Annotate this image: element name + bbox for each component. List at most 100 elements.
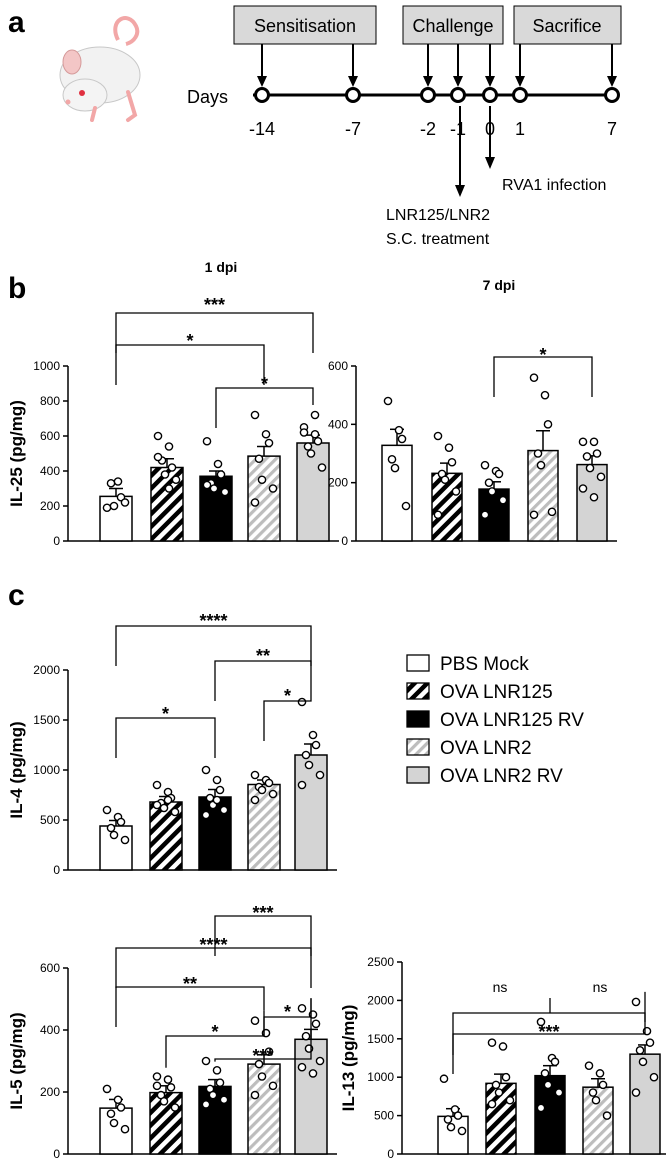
data-point [201,1056,211,1066]
data-point [498,495,508,505]
data-point [631,997,641,1007]
y-tick-label: 1500 [367,1032,394,1046]
data-point [109,501,119,511]
data-point [301,750,311,760]
data-point [264,778,274,788]
data-point [264,438,274,448]
phase-label-challenge: Challenge [412,16,493,36]
ns-bracket [452,1012,646,1055]
panel-a-label: a [8,6,25,39]
chart-il25-7dpi: 7 dpi 0 200 400 600 * [328,277,617,548]
data-point [543,420,553,429]
data-point [106,478,116,488]
data-point [152,800,162,810]
data-point [215,1078,225,1087]
data-point [585,463,595,473]
timeline-day-marker [345,87,361,103]
y-tick-label: 400 [40,1023,60,1037]
data-point [635,1046,645,1055]
data-point [443,1115,453,1124]
data-point [220,487,230,497]
data-point [308,1069,318,1078]
bar [629,1053,661,1155]
data-point [163,795,173,805]
timeline-day-label: 7 [607,119,617,139]
y-tick-label: 1000 [33,359,60,373]
significance-bracket [165,1010,265,1068]
data-point [487,1038,497,1047]
data-point [297,697,307,707]
chart-title: 7 dpi [483,277,516,293]
data-point [219,805,229,815]
data-point [589,492,599,502]
data-point [257,1072,267,1081]
data-point [540,1069,550,1078]
data-point [494,1088,504,1097]
y-tick-label: 0 [387,1147,394,1161]
data-point [216,470,226,479]
data-point [152,780,162,790]
data-point [491,1080,501,1090]
data-point [631,1088,641,1097]
y-tick-label: 1500 [33,713,60,727]
data-point [164,442,174,451]
y-tick-label: 0 [53,1147,60,1161]
legend: PBS Mock OVA LNR125 OVA LNR125 RV OVA LNR2 O… [406,654,584,787]
data-point [268,1081,278,1091]
chart-title: 1 dpi [205,259,238,275]
phase-box-sensitisation: Sensitisation [233,5,377,45]
data-point [529,510,539,520]
data-point [201,1100,211,1109]
timeline-day-label: -7 [345,119,361,139]
data-point [447,457,457,467]
data-point [209,484,219,493]
data-point [550,1057,560,1067]
y-axis-label: IL-25 (pg/mg) [7,400,26,507]
data-point [591,1095,601,1105]
data-point [588,1088,598,1097]
ns-label: ns [593,979,608,995]
data-point [498,1042,508,1051]
legend-entry: OVA LNR125 [440,682,553,703]
treatment-arrow-head [455,185,465,197]
significance-label: ** [256,646,270,666]
data-point [311,740,321,750]
data-point [215,785,225,795]
data-point [153,452,163,462]
data-point [595,1069,605,1078]
significance-label: * [211,1022,218,1042]
data-point [451,487,461,496]
data-point [301,1031,311,1041]
legend-swatch [406,682,430,700]
data-point [163,1075,173,1084]
data-point [394,425,404,435]
data-point [261,429,271,439]
data-point [202,480,212,490]
infection-note: RVA1 infection [502,177,606,194]
data-point [268,484,278,493]
significance-label: **** [199,935,227,955]
timeline-arrow-head [423,76,433,87]
legend-entry: OVA LNR2 RV [440,766,563,787]
data-point [159,803,169,813]
data-point [254,1059,264,1069]
significance-label: *** [252,903,273,923]
legend-swatch [406,654,430,672]
data-point [153,431,163,441]
data-point [268,789,278,799]
legend-swatch [406,710,430,728]
data-point [120,498,130,507]
significance-bracket [115,947,312,988]
data-point [160,470,170,479]
data-point [152,1081,162,1091]
significance-label: * [186,331,193,351]
y-axis-label: IL-5 (pg/mg) [7,1012,26,1109]
data-point [171,475,181,485]
y-tick-label: 600 [40,429,60,443]
data-point [250,410,260,420]
data-point [505,1095,515,1105]
y-tick-label: 400 [328,417,348,431]
data-point [457,1126,467,1136]
